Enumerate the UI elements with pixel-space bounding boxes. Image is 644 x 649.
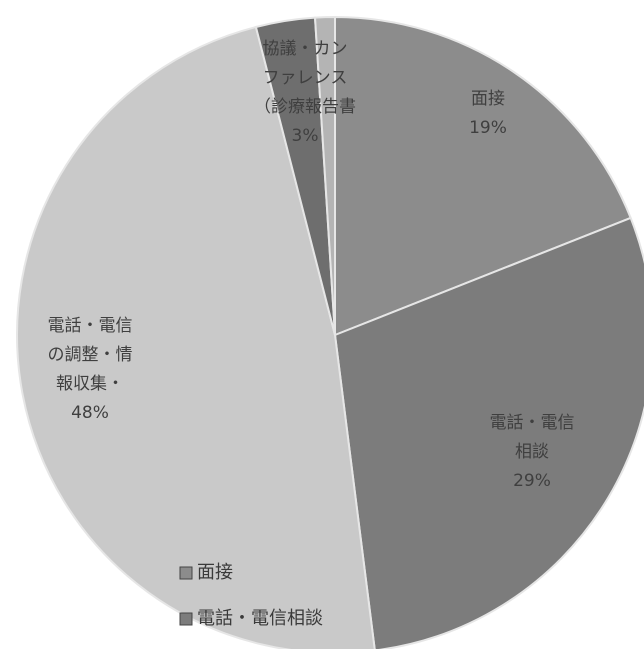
- slice-label-line: 電話・電信: [48, 316, 133, 336]
- legend-label: 電話・電信相談: [197, 608, 323, 629]
- pie-slice-4: [313, 15, 336, 336]
- slice-label-line: 電話・電信: [490, 413, 575, 433]
- slice-label-1: 電話・電信相談 29%: [490, 413, 575, 491]
- slice-label-line: の調整・情: [48, 345, 133, 365]
- slice-label-3: 協議・カンファレンス （診療報告書 3%: [254, 39, 356, 146]
- legend-item: 面接: [179, 562, 233, 583]
- slice-label-line: 報収集・: [56, 374, 124, 394]
- legend-swatch: [179, 566, 193, 580]
- slice-label-line: 29%: [513, 471, 551, 491]
- slice-label-line: 協議・カン: [263, 39, 348, 59]
- slice-label-line: 19%: [469, 118, 507, 138]
- slice-label-line: ファレンス: [263, 68, 348, 88]
- pie-slice-2: [16, 25, 376, 649]
- slice-label-2: 電話・電信の調整・情報収集・ 48%: [48, 316, 133, 423]
- slice-label-line: 相談: [515, 442, 549, 462]
- legend-swatch: [179, 612, 193, 626]
- pie-slice-0: [334, 15, 632, 337]
- slice-label-0: 面接 19%: [469, 89, 507, 138]
- slice-label-line: 48%: [71, 403, 109, 423]
- slice-label-line: 面接: [471, 89, 505, 109]
- slice-label-line: 3%: [292, 126, 319, 146]
- pie-slices: [16, 15, 644, 649]
- slice-label-line: （診療報告書: [254, 97, 356, 117]
- legend-label: 面接: [197, 562, 233, 583]
- pie-labels: 面接 19%電話・電信相談 29%電話・電信の調整・情報収集・ 48%協議・カンファレ…: [48, 39, 575, 491]
- legend-item: 電話・電信相談: [179, 608, 323, 629]
- pie-slice-1: [333, 216, 644, 649]
